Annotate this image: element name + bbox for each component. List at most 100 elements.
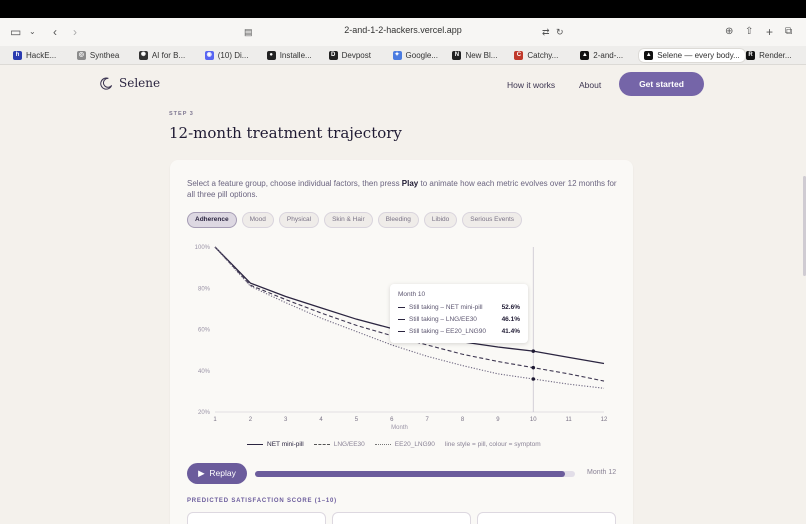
browser-tab[interactable]: D Devpost — [328, 46, 393, 65]
address-bar[interactable]: 2-and-1-2-hackers.vercel.app — [344, 25, 462, 35]
x-tick-label: 9 — [496, 417, 500, 423]
tooltip-row-label: Still taking – NET mini-pill — [409, 304, 483, 311]
play-icon: ▶ — [198, 468, 205, 478]
series-line-dotted — [214, 246, 605, 389]
browser-tab[interactable]: ◎ Synthea — [76, 46, 139, 65]
favicon-icon: N — [452, 50, 462, 60]
x-tick-label: 8 — [461, 417, 465, 423]
solid-line-swatch — [398, 307, 405, 308]
nav-about[interactable]: About — [579, 80, 602, 90]
satisfaction-heading: PREDICTED SATISFACTION SCORE (1–10) — [187, 498, 337, 504]
browser-toolbar: ▭ ⌄ ‹ › ▤ 2-and-1-2-hackers.vercel.app ⇄… — [0, 18, 806, 46]
favicon-icon: ▲ — [644, 50, 654, 60]
feature-group-tab[interactable]: Libido — [423, 212, 458, 228]
solid-line-swatch — [398, 319, 405, 320]
forward-icon[interactable]: › — [73, 25, 77, 39]
x-tick-label: 11 — [566, 417, 573, 423]
intro-pre: Select a feature group, choose individua… — [187, 179, 402, 188]
page-scrollbar[interactable] — [803, 176, 806, 276]
cursor-point — [531, 349, 536, 353]
browser-tab[interactable]: ✺ AI for B... — [138, 46, 205, 65]
y-tick-label: 40% — [198, 369, 211, 375]
reader-icon[interactable]: ▤ — [244, 27, 253, 37]
tooltip-row-label: Still taking – EE20_LNG90 — [409, 328, 486, 335]
browser-tab-label: AI for B... — [151, 50, 186, 60]
favicon-icon: ▲ — [580, 50, 590, 60]
get-started-button[interactable]: Get started — [619, 72, 704, 96]
feature-group-tab[interactable]: Mood — [241, 212, 274, 228]
feature-group-tab[interactable]: Bleeding — [377, 212, 419, 228]
browser-tab[interactable]: h HackE... — [13, 46, 77, 65]
tooltip-row: Still taking – LNG/EE30 46.1% — [398, 316, 520, 323]
tooltip-row: Still taking – NET mini-pill 52.6% — [398, 304, 520, 311]
cursor-point — [531, 365, 536, 370]
tooltip-row-value: 52.6% — [501, 304, 520, 311]
download-icon[interactable]: ⊕ — [725, 26, 734, 37]
chart-legend: NET mini-pill LNG/EE30 EE20_LNG90 line s… — [247, 441, 541, 448]
moon-icon — [100, 77, 113, 90]
browser-tab[interactable]: ● Installe... — [266, 46, 329, 65]
browser-tab[interactable]: R Render... — [746, 46, 806, 65]
system-top-bar — [0, 0, 806, 18]
feature-group-tab[interactable]: Adherence — [187, 212, 237, 228]
y-tick-label: 100% — [195, 245, 211, 251]
legend-item: NET mini-pill — [247, 441, 304, 448]
brand-logo[interactable]: Selene — [100, 76, 160, 90]
browser-tab-label: Selene — every body... — [657, 50, 740, 60]
browser-tab[interactable]: ▲ Selene — every body... — [638, 47, 747, 63]
browser-tab-label: Installe... — [279, 50, 312, 60]
legend-item: LNG/EE30 — [313, 441, 365, 448]
legend-note: line style = pill, colour = symptom — [444, 441, 541, 448]
sidebar-toggle-icon[interactable]: ▭ — [10, 25, 22, 39]
x-tick-label: 4 — [319, 417, 323, 423]
legend-item: EE20_LNG90 — [374, 441, 435, 448]
browser-tab-label: Catchy... — [527, 50, 559, 60]
favicon-icon: C — [514, 50, 524, 60]
reload-icon[interactable]: ↻ — [556, 27, 564, 37]
timeline-slider[interactable] — [255, 471, 575, 477]
browser-tab[interactable]: N New Bl... — [452, 46, 514, 65]
browser-tab-label: 2-and-... — [593, 50, 624, 60]
share-icon[interactable]: ⇧ — [745, 26, 754, 37]
feature-group-tab[interactable]: Physical — [278, 212, 320, 228]
tab-bar: h HackE... ◎ Synthea ✺ AI for B... ◉ (10) Di...… — [0, 46, 806, 65]
favicon-icon: ◎ — [76, 50, 86, 60]
browser-tab[interactable]: ▲ 2-and-... — [580, 46, 638, 65]
chart-tooltip: Month 10 Still taking – NET mini-pill 52… — [390, 284, 528, 343]
feature-group-tab[interactable]: Serious Events — [462, 212, 522, 228]
tooltip-row: Still taking – EE20_LNG90 41.4% — [398, 328, 520, 335]
translate-icon[interactable]: ⇄ — [542, 27, 550, 37]
y-tick-label: 60% — [198, 328, 211, 334]
intro-text: Select a feature group, choose individua… — [187, 178, 617, 200]
new-tab-icon[interactable]: + — [766, 25, 774, 39]
browser-tab-label: HackE... — [26, 50, 57, 60]
satisfaction-card — [187, 512, 326, 524]
step-label: STEP 3 — [169, 111, 194, 117]
browser-tab[interactable]: ✦ Google... — [392, 46, 453, 65]
current-month-label: Month 12 — [587, 469, 617, 476]
x-axis-label: Month — [391, 425, 408, 430]
intro-play-word: Play — [401, 179, 419, 188]
solid-line-swatch — [247, 444, 263, 445]
browser-tab-label: (10) Di... — [217, 50, 249, 60]
replay-button[interactable]: ▶ Replay — [187, 463, 247, 484]
favicon-icon: R — [746, 50, 756, 60]
dotted-line-swatch — [374, 444, 391, 445]
browser-tab[interactable]: ◉ (10) Di... — [204, 46, 267, 65]
feature-group-tab[interactable]: Skin & Hair — [324, 212, 373, 228]
nav-how-it-works[interactable]: How it works — [507, 80, 556, 90]
timeline-progress — [255, 471, 566, 477]
chevron-down-icon[interactable]: ⌄ — [29, 27, 36, 36]
favicon-icon: D — [328, 50, 338, 60]
tooltip-row-value: 46.1% — [501, 316, 520, 323]
satisfaction-card — [332, 512, 471, 524]
legend-label: NET mini-pill — [267, 441, 304, 448]
browser-tab-label: Google... — [405, 50, 438, 60]
series-line-dashed — [214, 246, 605, 382]
tooltip-title: Month 10 — [398, 291, 426, 298]
tab-overview-icon[interactable]: ⧉ — [785, 26, 793, 37]
browser-tab[interactable]: C Catchy... — [514, 46, 580, 65]
favicon-icon: h — [13, 50, 22, 60]
section-title: 12-month treatment trajectory — [169, 124, 402, 142]
back-icon[interactable]: ‹ — [53, 25, 57, 39]
